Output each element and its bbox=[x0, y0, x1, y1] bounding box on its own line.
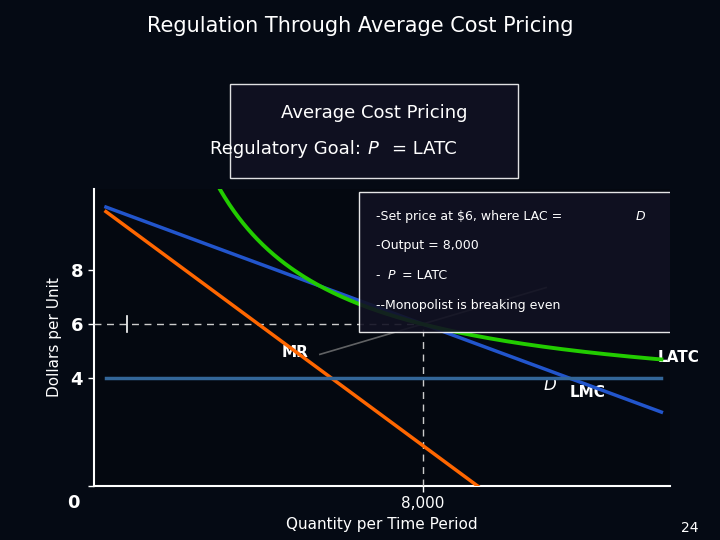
Text: LATC: LATC bbox=[657, 349, 699, 364]
X-axis label: Quantity per Time Period: Quantity per Time Period bbox=[286, 517, 477, 532]
Text: 0: 0 bbox=[67, 494, 79, 512]
Text: 24: 24 bbox=[681, 521, 698, 535]
Text: $D$: $D$ bbox=[544, 376, 557, 394]
Text: Regulatory Goal:: Regulatory Goal: bbox=[210, 140, 367, 158]
Text: = LATC: = LATC bbox=[392, 140, 457, 158]
Text: $D$: $D$ bbox=[635, 210, 646, 223]
Text: -: - bbox=[376, 269, 380, 282]
Text: P: P bbox=[387, 269, 395, 282]
Text: MR: MR bbox=[282, 345, 309, 360]
Text: P: P bbox=[367, 140, 378, 158]
Text: LMC: LMC bbox=[570, 384, 606, 400]
Text: --Monopolist is breaking even: --Monopolist is breaking even bbox=[376, 299, 560, 312]
Text: = LATC: = LATC bbox=[402, 269, 447, 282]
Y-axis label: Dollars per Unit: Dollars per Unit bbox=[48, 278, 62, 397]
FancyBboxPatch shape bbox=[359, 192, 675, 332]
Text: -Set price at $6, where LAC =: -Set price at $6, where LAC = bbox=[376, 210, 562, 223]
Text: Average Cost Pricing: Average Cost Pricing bbox=[281, 104, 468, 122]
Text: -Output = 8,000: -Output = 8,000 bbox=[376, 240, 479, 253]
Text: Regulation Through Average Cost Pricing: Regulation Through Average Cost Pricing bbox=[147, 16, 573, 36]
